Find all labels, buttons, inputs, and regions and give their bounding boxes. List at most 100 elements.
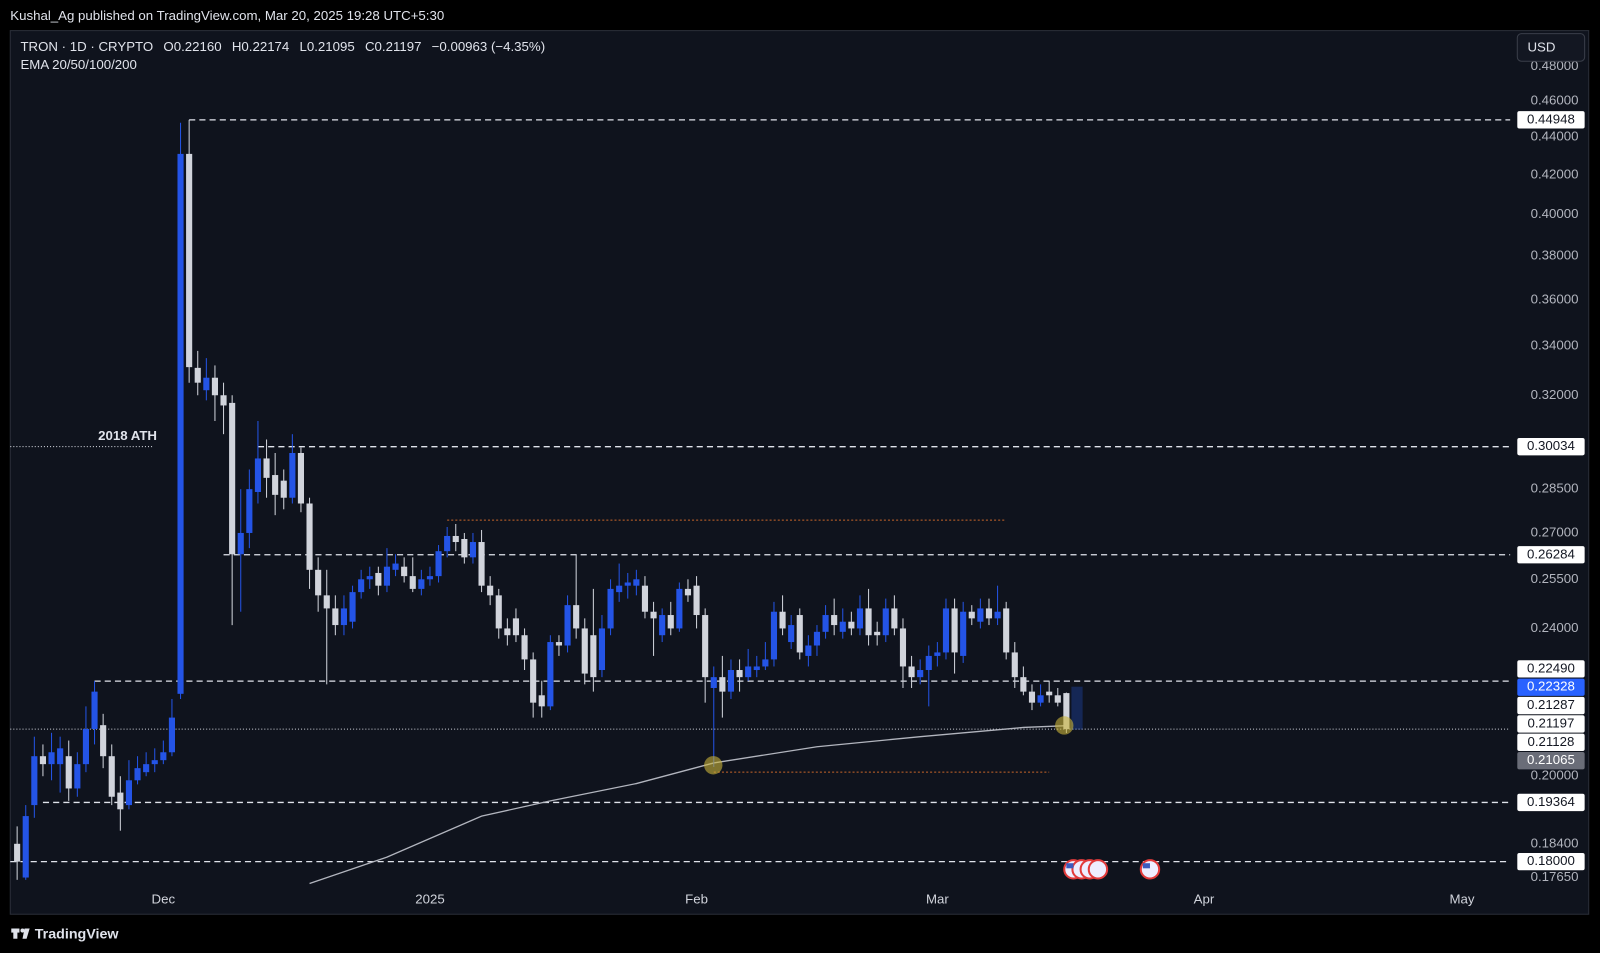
candle-body — [194, 367, 201, 383]
candle-body — [942, 608, 950, 653]
candle-body — [306, 503, 313, 570]
price-label: 0.26284 — [1527, 546, 1575, 561]
candle-body — [633, 579, 640, 586]
candle-body — [667, 615, 674, 629]
candle-body — [727, 670, 735, 692]
currency-button[interactable]: USD — [1516, 33, 1586, 62]
y-tick-label: 0.17650 — [1531, 869, 1579, 884]
price-label: 0.44948 — [1527, 111, 1575, 126]
price-label: 0.18000 — [1527, 853, 1575, 868]
price-label-box — [1517, 546, 1585, 564]
candle-body — [813, 631, 821, 646]
candle-body — [211, 377, 219, 396]
candle-body — [168, 717, 176, 753]
candle-body — [848, 621, 855, 629]
candle-body — [925, 655, 932, 671]
candle-body — [74, 764, 81, 789]
candle-body — [487, 585, 494, 596]
price-label: 0.21197 — [1528, 715, 1575, 730]
candle-body — [280, 480, 287, 498]
y-tick-label: 0.25500 — [1531, 571, 1579, 586]
candle-body — [564, 605, 571, 646]
candle-body — [891, 608, 898, 629]
logo-slash — [22, 928, 30, 939]
candle-body — [968, 611, 975, 619]
tradingview-logo: TradingView — [11, 926, 119, 942]
candle-body — [934, 652, 941, 656]
candle-body — [865, 608, 872, 636]
price-label-box — [1517, 733, 1585, 752]
candle-body — [263, 458, 270, 478]
price-label-box — [1517, 111, 1585, 129]
candle-body — [796, 615, 803, 653]
candle-body — [512, 618, 520, 636]
x-tick-label: Feb — [685, 891, 708, 906]
y-tick-label: 0.40000 — [1531, 206, 1579, 221]
ohlc-value: O0.22160 — [163, 38, 221, 53]
candle-body — [409, 576, 416, 589]
candle-body — [736, 670, 743, 678]
candle-body — [874, 631, 881, 636]
price-label-box — [1517, 752, 1585, 770]
candle-body — [753, 666, 760, 671]
highlight-circle — [1055, 716, 1074, 735]
x-tick-label: May — [1449, 891, 1474, 906]
candle-body — [994, 611, 1001, 619]
x-tick-label: 2025 — [415, 891, 444, 906]
candle-body — [1028, 691, 1036, 703]
candle-body — [702, 615, 709, 678]
candle-body — [203, 377, 210, 391]
candle-body — [856, 608, 864, 629]
indicator-label: EMA 20/50/100/200 — [20, 57, 136, 72]
candle-body — [14, 843, 21, 862]
candle-body — [31, 756, 38, 806]
candle-body — [573, 605, 580, 629]
event-flag[interactable] — [1087, 859, 1109, 880]
price-label: 0.21287 — [1527, 697, 1575, 712]
candle-body — [323, 595, 330, 609]
candle-body — [719, 677, 726, 692]
candle-body — [392, 563, 399, 570]
x-tick-label: Mar — [926, 891, 949, 906]
candle-body — [1046, 691, 1053, 696]
candle-body — [469, 542, 477, 558]
candle-body — [581, 628, 588, 674]
price-axis: Dec 2025 Feb Mar Apr May 0.48000 0.46000 0.44000… — [152, 58, 1585, 906]
ohlc-value: L0.21095 — [300, 38, 355, 53]
currency: USD — [1528, 39, 1556, 54]
candle-body — [770, 611, 778, 660]
logo-stem — [13, 928, 18, 939]
candle-body — [418, 579, 425, 589]
event-flag[interactable] — [1139, 859, 1161, 880]
symbol-header: TRON · 1D · CRYPTO O0.22160 H0.22174 L0.210… — [20, 38, 545, 53]
candle-body — [805, 645, 812, 656]
candle-body — [530, 659, 537, 703]
candle-body — [616, 585, 623, 593]
candle-body — [598, 628, 606, 671]
candle-body — [607, 588, 614, 629]
candle-body — [177, 153, 184, 694]
candle-body — [39, 756, 46, 765]
y-tick-label: 0.36000 — [1531, 291, 1579, 306]
currency-button-box[interactable] — [1516, 33, 1586, 62]
candle-body — [254, 458, 262, 492]
candle-body — [82, 728, 89, 765]
candle-body — [917, 670, 924, 678]
candle-body — [426, 576, 434, 580]
candle-body — [22, 816, 29, 878]
candle-body — [108, 756, 115, 797]
y-tick-label: 0.32000 — [1531, 387, 1579, 402]
candle-body — [1054, 695, 1061, 703]
candle-body — [117, 792, 124, 810]
candle-body — [143, 764, 150, 773]
price-label-box — [1517, 715, 1585, 733]
event-flags[interactable] — [1063, 859, 1161, 880]
candle-body — [693, 585, 700, 616]
price-label-box — [1517, 660, 1585, 678]
candle-body — [401, 566, 408, 577]
candle-body — [839, 621, 846, 632]
candle-body — [289, 452, 296, 498]
y-tick-label: 0.34000 — [1531, 338, 1579, 353]
